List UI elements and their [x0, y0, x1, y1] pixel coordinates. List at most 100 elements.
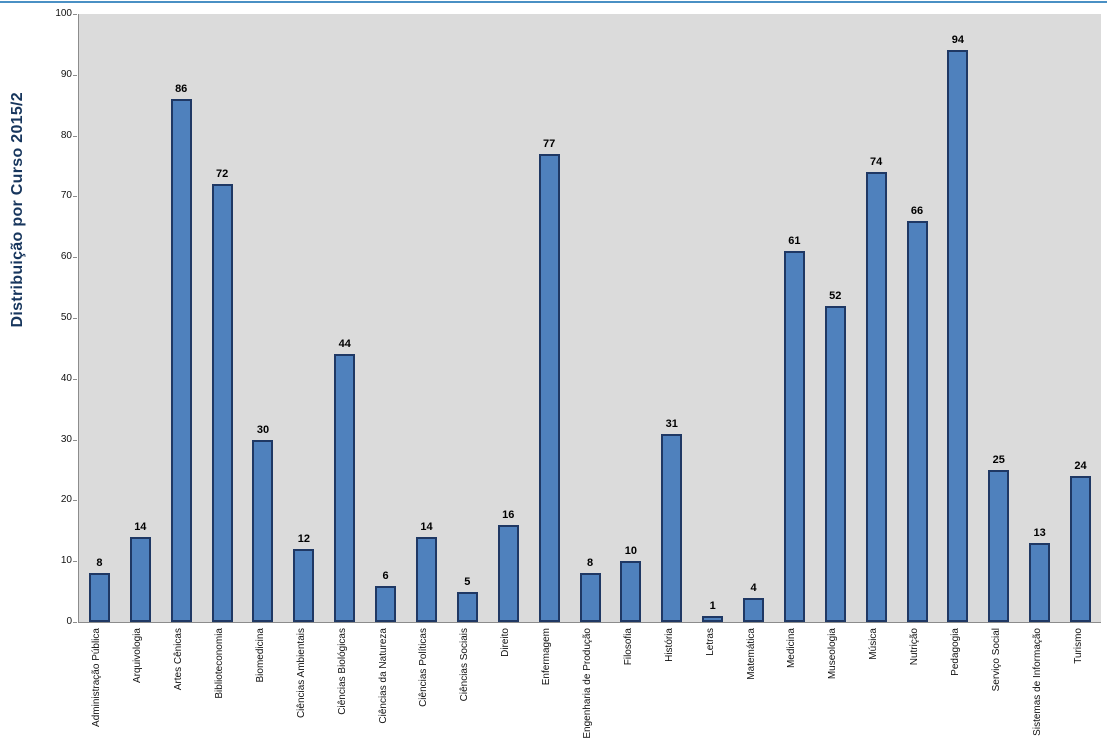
bar-value-label: 25: [992, 454, 1005, 466]
bar: [88, 573, 110, 622]
x-axis-category-label: Enfermagem: [541, 628, 553, 686]
bar-value-label: 86: [175, 83, 188, 96]
bar: [661, 433, 683, 622]
x-axis-category-label: Música: [868, 628, 880, 660]
y-axis-tick-mark: [73, 500, 77, 502]
y-axis-tick-mark: [73, 561, 77, 563]
x-axis-category-label: Ciências Políticas: [418, 628, 430, 707]
bar: [988, 470, 1010, 622]
x-axis-category-label: Administração Pública: [91, 628, 103, 727]
y-axis-tick-label: 90: [60, 68, 72, 80]
bar-value-label: 44: [338, 338, 351, 351]
bar-value-label: 5: [464, 575, 471, 588]
x-axis-category-label: Medicina: [786, 628, 798, 669]
bar: [456, 591, 478, 622]
x-axis-category-label: Matemática: [745, 628, 757, 680]
y-axis-tick-label: 20: [60, 494, 72, 506]
bar: [743, 597, 765, 622]
y-axis-tick-mark: [73, 622, 77, 623]
x-axis-category-label: Sistemas de Informação: [1031, 628, 1043, 736]
bar-value-label: 4: [750, 581, 757, 594]
bar: [783, 251, 805, 622]
bar: [211, 184, 233, 622]
x-axis-category-label: Museologia: [827, 628, 839, 680]
plot-area: 8 14 86 72 30 12 44 6 14 5 16 77 8 10 31 1 4 61 52 74 66 94 25…: [78, 14, 1101, 623]
y-axis-tick-mark: [73, 318, 77, 319]
bar-value-label: 10: [624, 545, 637, 558]
y-axis-tick-mark: [73, 74, 77, 76]
bar-value-label: 72: [215, 168, 229, 181]
bar: [1029, 542, 1051, 622]
bar: [497, 524, 519, 622]
bar-value-label: 61: [788, 235, 801, 248]
bar: [579, 573, 601, 622]
y-axis-tick-mark: [73, 196, 77, 198]
bar-value-label: 1: [709, 599, 716, 612]
bar: [906, 220, 928, 622]
bar-value-label: 77: [542, 137, 556, 150]
bar: [824, 305, 846, 622]
x-axis-category-label: Ciências da Natureza: [377, 628, 389, 724]
x-axis-category-label: Nutrição: [909, 628, 921, 666]
bar: [620, 561, 642, 622]
x-axis-category-label: Ciências Biológicas: [336, 628, 348, 715]
bar: [702, 615, 724, 622]
x-axis-category-label: Arquivologia: [132, 628, 144, 684]
x-axis-category-label: Pedagogia: [949, 628, 961, 676]
y-axis-title: Distribuição por Curso 2015/2: [9, 92, 26, 328]
bar-value-label: 24: [1074, 460, 1087, 473]
bar: [170, 99, 192, 622]
bar: [947, 50, 969, 622]
bar-value-label: 13: [1033, 526, 1046, 539]
y-axis-tick-label: 30: [60, 433, 72, 445]
x-axis-category-label: Filosofia: [622, 628, 634, 666]
top-border-line: [0, 1, 1107, 3]
x-axis-category-label: Serviço Social: [990, 628, 1002, 692]
x-axis-category-label: Direito: [500, 628, 512, 657]
bar-value-label: 94: [951, 34, 965, 47]
bar-value-label: 66: [910, 204, 924, 217]
bar-value-label: 52: [829, 289, 842, 302]
bar-value-label: 8: [96, 557, 103, 570]
bar: [252, 439, 274, 622]
x-axis-category-label: Biblioteconomia: [214, 628, 226, 699]
x-axis-category-label: História: [663, 628, 675, 662]
bar-value-label: 12: [297, 533, 310, 546]
x-axis-category-label: Ciências Ambientais: [295, 628, 307, 719]
x-axis-category-label: Letras: [704, 628, 716, 656]
x-axis-category-label: Biomedicina: [254, 628, 266, 683]
y-axis-tick-mark: [73, 257, 77, 259]
y-axis-tick-mark: [73, 14, 77, 15]
y-axis-tick-label: 80: [60, 129, 72, 141]
bar-value-label: 74: [870, 156, 883, 169]
bar: [334, 354, 356, 622]
bar-value-label: 30: [256, 423, 270, 436]
bar-value-label: 16: [502, 508, 515, 521]
x-axis-category-label: Artes Cênicas: [173, 628, 185, 691]
y-axis-tick-label: 40: [60, 372, 72, 384]
bar: [538, 153, 560, 622]
bar-value-label: 31: [665, 417, 678, 430]
y-axis-tick-label: 50: [60, 312, 72, 323]
x-axis-category-label: Turismo: [1072, 628, 1084, 664]
y-axis-tick-label: 10: [60, 555, 72, 567]
y-axis-tick-label: 60: [60, 251, 72, 263]
bar: [1070, 476, 1092, 622]
x-axis-category-label: Engenharia de Produção: [582, 628, 593, 739]
bar-value-label: 14: [134, 520, 147, 533]
x-axis-category-label: Ciências Sociais: [459, 628, 471, 702]
y-axis-tick-label: 100: [55, 8, 72, 19]
bar: [375, 585, 397, 622]
bar: [865, 172, 887, 622]
bar-value-label: 8: [586, 557, 594, 570]
y-axis-tick-label: 70: [60, 190, 72, 202]
y-axis-tick-label: 0: [66, 616, 72, 627]
bar-value-label: 6: [382, 569, 389, 582]
y-axis-tick-mark: [73, 378, 77, 380]
bar: [415, 536, 437, 622]
bar: [293, 549, 315, 622]
bar: [129, 536, 151, 622]
bar-value-label: 14: [420, 520, 433, 533]
y-axis-tick-mark: [73, 135, 77, 137]
